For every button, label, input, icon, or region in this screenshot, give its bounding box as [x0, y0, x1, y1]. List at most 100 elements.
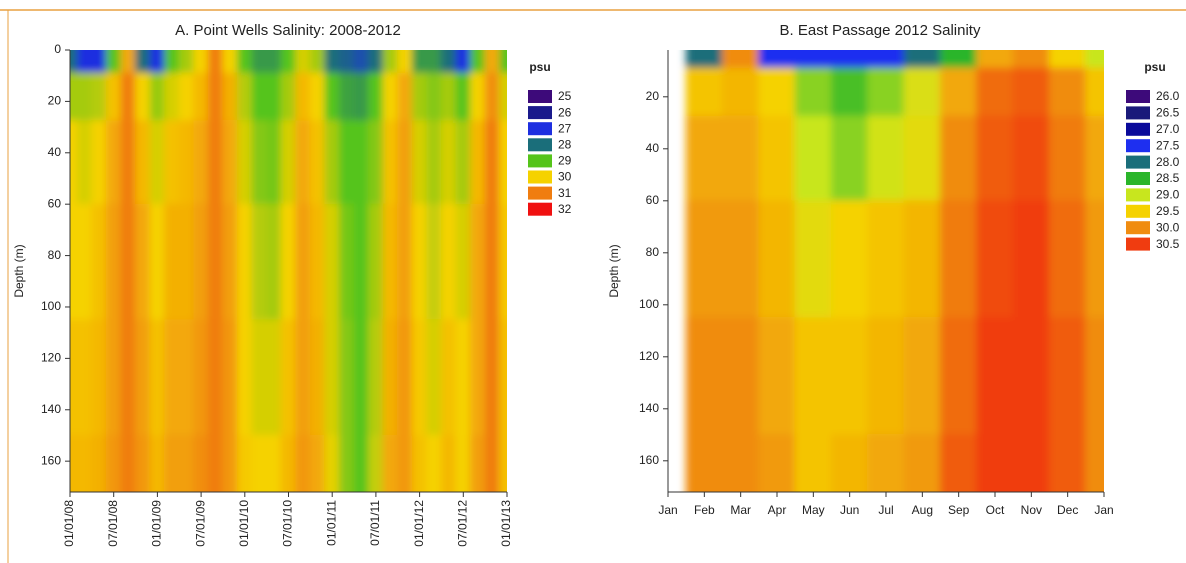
- heatmap-cell: [266, 72, 282, 122]
- x-tick-label: Feb: [694, 503, 715, 517]
- x-tick-label: Jan: [1094, 503, 1113, 517]
- heatmap-cell: [120, 434, 137, 492]
- heatmap-cell: [499, 434, 507, 492]
- heatmap-cell: [685, 434, 723, 492]
- heatmap-cell: [353, 50, 370, 74]
- heatmap-cell: [178, 72, 195, 122]
- heatmap-cell: [105, 434, 122, 492]
- heatmap-cell: [484, 203, 501, 321]
- legend-label: 30: [558, 170, 572, 184]
- heatmap-cell: [120, 203, 137, 321]
- legend-title: psu: [1144, 60, 1165, 74]
- heatmap-cell: [368, 72, 384, 122]
- heatmap-cell: [722, 115, 760, 202]
- heatmap-cell: [178, 319, 195, 436]
- heatmap-cell: [70, 203, 78, 321]
- heatmap-cell: [867, 200, 905, 319]
- heatmap-cell: [295, 203, 311, 321]
- heatmap-cell: [976, 115, 1014, 202]
- heatmap-cell: [455, 72, 472, 122]
- heatmap-cell: [207, 434, 224, 492]
- heatmap-cell: [237, 50, 253, 74]
- heatmap-cell: [1085, 434, 1104, 492]
- heatmap-cell: [722, 67, 760, 117]
- heatmap-cell: [135, 72, 151, 122]
- x-tick-label: May: [802, 503, 825, 517]
- heatmap-cell: [1085, 67, 1104, 117]
- heatmap-cell: [251, 319, 268, 436]
- heatmap-cell: [193, 434, 209, 492]
- heatmap-cell: [295, 120, 311, 205]
- heatmap-cell: [280, 120, 297, 205]
- heatmap-cell: [193, 50, 209, 74]
- legend-label: 29.0: [1156, 188, 1180, 202]
- heatmap-cell: [722, 317, 760, 436]
- heatmap-cell: [831, 317, 869, 436]
- heatmap-cell: [685, 200, 723, 319]
- heatmap-cell: [794, 200, 832, 319]
- heatmap-cell: [324, 434, 340, 492]
- heatmap-cell: [685, 67, 723, 117]
- legend-label: 28.0: [1156, 155, 1180, 169]
- y-tick-label: 120: [41, 351, 61, 365]
- heatmap-cell: [237, 72, 253, 122]
- chart-title: A. Point Wells Salinity: 2008-2012: [175, 22, 401, 39]
- heatmap-cell: [295, 50, 311, 74]
- heatmap-cell: [91, 120, 107, 205]
- x-tick-label: 07/01/08: [106, 500, 120, 547]
- y-axis-label: Depth (m): [607, 244, 621, 297]
- heatmap-cell: [382, 203, 399, 321]
- heatmap-cell: [193, 120, 209, 205]
- heatmap-cell: [1049, 434, 1087, 492]
- heatmap: [70, 50, 507, 492]
- heatmap-cell: [105, 72, 122, 122]
- heatmap-cell: [266, 203, 282, 321]
- heatmap-cell: [164, 50, 180, 74]
- heatmap-cell: [309, 72, 326, 122]
- heatmap-cell: [831, 200, 869, 319]
- heatmap-cell: [455, 50, 472, 74]
- heatmap-cell: [382, 72, 399, 122]
- heatmap-cell: [867, 434, 905, 492]
- heatmap-cell: [382, 120, 399, 205]
- x-tick-label: Aug: [912, 503, 933, 517]
- heatmap-cell: [484, 120, 501, 205]
- heatmap-cell: [368, 319, 384, 436]
- heatmap-cell: [105, 319, 122, 436]
- x-tick-label: 07/01/12: [455, 500, 469, 547]
- legend-label: 27.5: [1156, 138, 1180, 152]
- heatmap-cell: [722, 200, 760, 319]
- heatmap-cell: [324, 203, 340, 321]
- heatmap-cell: [455, 319, 472, 436]
- heatmap-cell: [295, 434, 311, 492]
- x-tick-label: 01/01/09: [150, 500, 164, 547]
- legend-label: 26.5: [1156, 106, 1180, 120]
- heatmap-cell: [105, 120, 122, 205]
- heatmap: [685, 50, 1104, 492]
- heatmap-cell: [903, 200, 941, 319]
- legend-swatch: [1126, 221, 1150, 235]
- heatmap-cell: [309, 203, 326, 321]
- heatmap-cell: [470, 50, 486, 74]
- legend-swatch: [1126, 122, 1150, 136]
- heatmap-cell: [338, 319, 355, 436]
- heatmap-cell: [207, 72, 224, 122]
- heatmap-cell: [867, 115, 905, 202]
- heatmap-cell: [149, 120, 166, 205]
- heatmap-cell: [484, 50, 501, 74]
- heatmap-cell: [685, 317, 723, 436]
- heatmap-cell: [251, 203, 268, 321]
- heatmap-cell: [164, 319, 180, 436]
- heatmap-cell: [867, 50, 905, 69]
- heatmap-cell: [722, 434, 760, 492]
- heatmap-cell: [353, 319, 370, 436]
- heatmap-cell: [397, 203, 413, 321]
- heatmap-cell: [758, 115, 796, 202]
- heatmap-cell: [368, 120, 384, 205]
- heatmap-cell: [499, 50, 507, 74]
- heatmap-cell: [105, 50, 122, 74]
- legend-swatch: [528, 154, 552, 168]
- heatmap-cell: [324, 50, 340, 74]
- heatmap-cell: [455, 203, 472, 321]
